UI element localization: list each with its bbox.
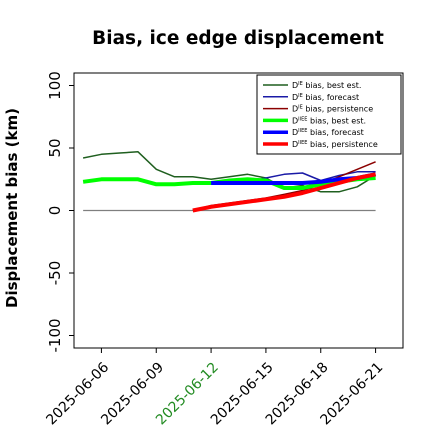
y-tick-label: 0 [46, 206, 64, 216]
y-tick-label: 50 [46, 138, 64, 157]
series-line-1 [82, 151, 376, 193]
legend-entry-6: DIIEE bias, persistence [292, 140, 378, 149]
y-tick-label: -100 [46, 318, 64, 352]
legend-box [256, 74, 402, 155]
y-axis-label: Displacement bias (km) [3, 108, 21, 308]
legend: DIE bias, best est. DIE bias, forecast DIE… [256, 74, 402, 155]
legend-entry-4: DIIEE bias, best est. [292, 116, 366, 125]
series-group [82, 151, 376, 213]
chart-title: Bias, ice edge displacement [92, 28, 384, 49]
y-tick-label: -50 [46, 261, 64, 286]
legend-entry-3: DIE bias, persistence [292, 105, 373, 114]
legend-entry-5: DIIEE bias, forecast [292, 128, 364, 137]
series-line-4 [82, 176, 376, 190]
plot-area: -100-500501002025-06-062025-06-092025-06… [43, 71, 404, 428]
series-line-6 [192, 172, 376, 213]
y-tick-label: 100 [46, 71, 64, 100]
legend-entry-1: DIE bias, best est. [292, 81, 361, 90]
legend-entry-2: DIE bias, forecast [292, 93, 359, 102]
